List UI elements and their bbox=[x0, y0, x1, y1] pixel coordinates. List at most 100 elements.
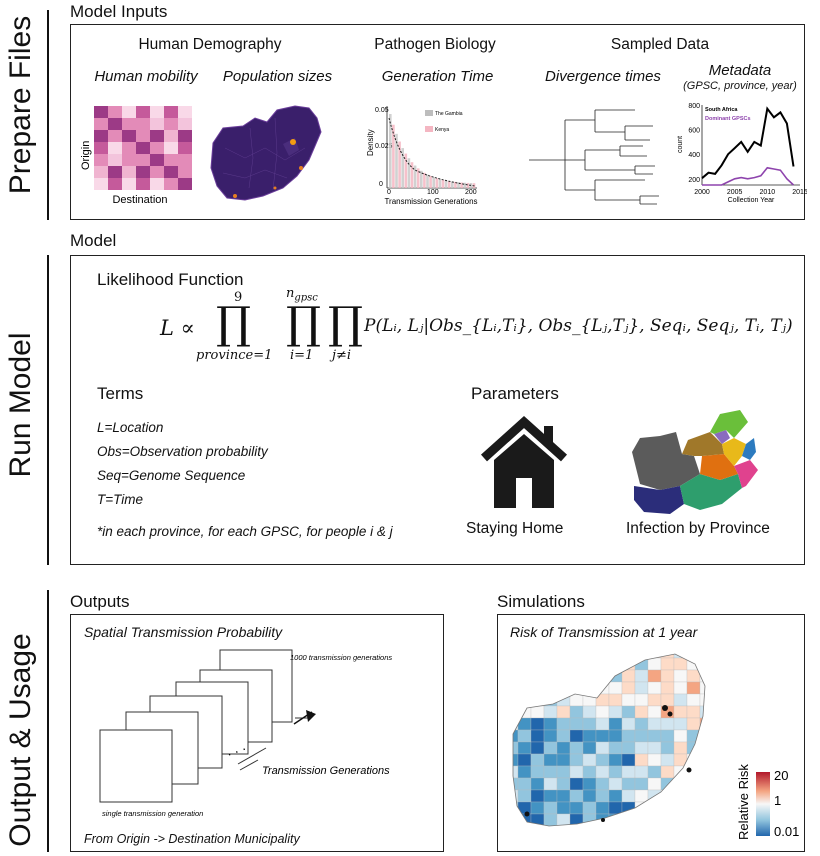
risk-cell bbox=[513, 741, 519, 755]
risk-cell bbox=[517, 777, 532, 791]
risk-cell bbox=[595, 693, 610, 707]
risk-cell bbox=[673, 825, 688, 826]
generation-square bbox=[99, 729, 173, 803]
risk-cell bbox=[686, 813, 701, 826]
risk-cell bbox=[686, 657, 701, 671]
risk-cell bbox=[582, 681, 597, 695]
risk-cell bbox=[647, 825, 662, 826]
divergence-tree bbox=[529, 109, 659, 205]
risk-cell bbox=[517, 717, 532, 731]
risk-cell bbox=[543, 789, 558, 803]
risk-cell bbox=[713, 670, 720, 682]
matrix-cell bbox=[178, 130, 192, 142]
risk-cell bbox=[530, 801, 545, 815]
gen-plot-xlabel: Transmission Generations bbox=[384, 197, 477, 206]
risk-cell bbox=[621, 825, 636, 826]
risk-cell bbox=[621, 813, 636, 826]
risk-cell bbox=[556, 681, 571, 695]
matrix-cell bbox=[108, 142, 122, 154]
risk-cell bbox=[621, 729, 636, 743]
risk-cell bbox=[699, 729, 705, 743]
risk-cell bbox=[673, 681, 688, 695]
risk-cell bbox=[513, 777, 519, 791]
heading-sampled-data: Sampled Data bbox=[610, 36, 710, 53]
matrix-cell bbox=[178, 178, 192, 190]
gen-bar bbox=[435, 178, 439, 188]
risk-cell bbox=[513, 729, 519, 743]
risk-cell bbox=[660, 801, 675, 815]
risk-cell bbox=[686, 681, 701, 695]
label-metadata: Metadata bbox=[708, 62, 772, 79]
matrix-cell bbox=[164, 106, 178, 118]
gen-bar bbox=[420, 170, 423, 188]
risk-cell bbox=[673, 669, 688, 683]
matrix-destination-label: Destination bbox=[112, 194, 167, 206]
side-label-output-usage: Output & Usage bbox=[4, 633, 37, 847]
risk-cell bbox=[660, 753, 675, 767]
risk-cell bbox=[634, 705, 649, 719]
matrix-cell bbox=[178, 154, 192, 166]
risk-cell bbox=[569, 789, 584, 803]
risk-cell bbox=[647, 765, 662, 779]
risk-cell bbox=[513, 654, 519, 659]
risk-cell bbox=[517, 789, 532, 803]
gen-legend-kenya: Kenya bbox=[435, 127, 449, 133]
matrix-cell bbox=[150, 178, 164, 190]
risk-cell bbox=[513, 813, 519, 826]
risk-cell bbox=[686, 741, 701, 755]
risk-cell bbox=[634, 693, 649, 707]
risk-cell bbox=[543, 705, 558, 719]
risk-cell bbox=[621, 705, 636, 719]
risk-cell bbox=[543, 765, 558, 779]
risk-cell bbox=[660, 681, 675, 695]
matrix-cell bbox=[136, 142, 150, 154]
risk-cell bbox=[517, 693, 532, 707]
simulations-box-title: Risk of Transmission at 1 year bbox=[510, 624, 698, 640]
meta-y-tick: 200 bbox=[688, 177, 700, 184]
param-infection-label: Infection by Province bbox=[626, 520, 770, 537]
risk-cell bbox=[543, 801, 558, 815]
matrix-cell bbox=[122, 106, 136, 118]
risk-cell bbox=[530, 765, 545, 779]
risk-cell bbox=[673, 717, 688, 731]
risk-cell bbox=[530, 654, 545, 659]
term-time: T=Time bbox=[97, 492, 144, 507]
risk-cell bbox=[513, 765, 519, 779]
risk-cell bbox=[595, 729, 610, 743]
divider-run bbox=[47, 255, 49, 565]
section-title-simulations: Simulations bbox=[497, 592, 585, 611]
gen-plot-ylabel: Density bbox=[366, 129, 375, 156]
matrix-cell bbox=[164, 166, 178, 178]
risk-cell bbox=[556, 669, 571, 683]
risk-cell bbox=[530, 789, 545, 803]
gen-bar bbox=[392, 124, 395, 188]
risk-cell bbox=[686, 825, 701, 826]
house-icon bbox=[480, 415, 568, 508]
risk-cell bbox=[582, 717, 597, 731]
risk-cell bbox=[647, 705, 662, 719]
matrix-cell bbox=[108, 118, 122, 130]
risk-cell bbox=[660, 813, 675, 826]
risk-cell bbox=[660, 729, 675, 743]
risk-cell bbox=[686, 729, 701, 743]
risk-cell bbox=[621, 765, 636, 779]
risk-cell bbox=[686, 693, 701, 707]
risk-cell bbox=[608, 741, 623, 755]
risk-cell bbox=[699, 741, 705, 755]
risk-cell bbox=[647, 777, 662, 791]
risk-cell bbox=[634, 729, 649, 743]
side-label-prepare-files: Prepare Files bbox=[4, 15, 37, 195]
risk-cell bbox=[647, 681, 662, 695]
risk-cell bbox=[595, 681, 610, 695]
matrix-cell bbox=[150, 130, 164, 142]
risk-cell bbox=[634, 753, 649, 767]
eq-body: P(Lᵢ, Lⱼ|Obs_{Lᵢ,Tᵢ}, Obs_{Lⱼ,Tⱼ}, Seqᵢ,… bbox=[364, 316, 793, 336]
risk-cell bbox=[556, 765, 571, 779]
risk-cell bbox=[595, 705, 610, 719]
risk-cell bbox=[530, 669, 545, 683]
eq-prod2-symbol: ∏ bbox=[286, 298, 322, 349]
risk-cell bbox=[621, 717, 636, 731]
risk-cell bbox=[556, 693, 571, 707]
stack-mid-label: Transmission Generations bbox=[262, 765, 390, 777]
risk-cell bbox=[569, 657, 584, 671]
